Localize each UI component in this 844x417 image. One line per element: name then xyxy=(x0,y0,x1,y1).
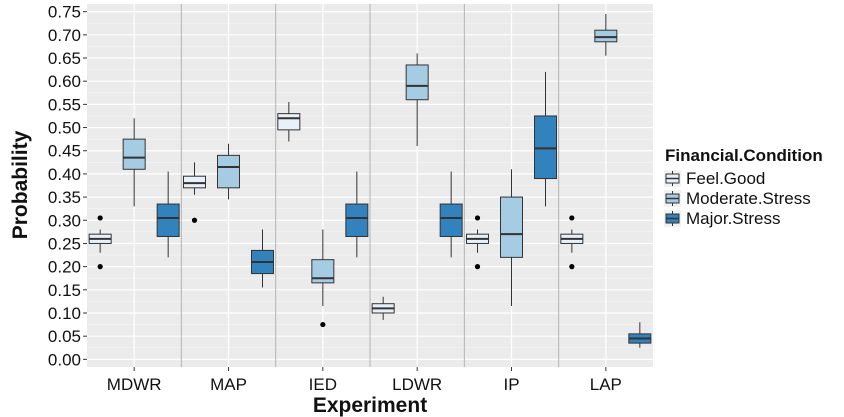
y-tick-label: 0.20 xyxy=(48,258,81,277)
box-Feel.Good-IED xyxy=(277,102,301,142)
box-Major.Stress-LDWR xyxy=(439,171,463,258)
outlier-point xyxy=(474,264,481,270)
y-tick-label: 0.70 xyxy=(48,26,81,45)
y-tick-label: 0.00 xyxy=(48,350,81,369)
y-tick-label: 0.15 xyxy=(48,281,81,300)
box-body xyxy=(277,113,301,131)
legend-label: Feel.Good xyxy=(686,169,765,188)
box-body xyxy=(156,203,180,237)
box-Major.Stress-IED xyxy=(345,171,369,258)
y-tick-label: 0.60 xyxy=(48,72,81,91)
box-body xyxy=(122,138,146,170)
x-axis-title: Experiment xyxy=(313,394,427,417)
outlier-point xyxy=(320,321,326,328)
outlier-point xyxy=(97,264,103,270)
x-tick-label: MDWR xyxy=(107,375,162,394)
box-body xyxy=(217,154,240,189)
y-tick-label: 0.55 xyxy=(48,95,81,114)
box-Moderate.Stress-MDWR xyxy=(122,118,146,207)
y-tick-label: 0.25 xyxy=(48,234,81,253)
x-tick-label: LAP xyxy=(590,375,622,394)
outlier-point xyxy=(569,215,575,221)
box-Feel.Good-MDWR xyxy=(88,215,112,270)
outlier-point xyxy=(97,215,103,221)
box-Feel.Good-MAP xyxy=(183,162,206,223)
box-Moderate.Stress-IP xyxy=(500,169,523,307)
box-layer xyxy=(88,13,652,348)
legend-item-Major.Stress: Major.Stress xyxy=(664,209,780,228)
box-Major.Stress-IP xyxy=(534,71,557,207)
y-tick-label: 0.35 xyxy=(48,188,81,207)
y-tick-label: 0.10 xyxy=(48,304,81,323)
box-Major.Stress-MDWR xyxy=(156,171,180,258)
box-body xyxy=(345,203,369,237)
box-Feel.Good-LDWR xyxy=(371,296,395,320)
x-tick-label: MAP xyxy=(210,375,247,394)
box-Moderate.Stress-MAP xyxy=(217,143,240,200)
legend-item-Feel.Good: Feel.Good xyxy=(664,169,765,188)
box-body xyxy=(500,196,523,258)
box-body xyxy=(594,29,618,43)
grid-lines xyxy=(87,4,653,367)
box-Major.Stress-MAP xyxy=(251,229,274,288)
legend-item-Moderate.Stress: Moderate.Stress xyxy=(664,189,811,208)
y-tick-label: 0.50 xyxy=(48,119,81,138)
legend-title: Financial.Condition xyxy=(665,146,823,165)
y-tick-label: 0.05 xyxy=(48,327,81,346)
x-axis: MDWR MAP IED LDWR IP LAP xyxy=(107,367,622,394)
x-tick-label: IP xyxy=(503,375,519,394)
y-axis: 0.00 0.05 0.10 0.15 0.20 0.25 0.30 0.35 0.40 0.45… xyxy=(48,3,87,369)
legend: Financial.Condition Feel.GoodModerate.St… xyxy=(664,146,823,228)
box-body xyxy=(311,259,335,284)
outlier-point xyxy=(474,215,481,221)
y-axis-title: Probability xyxy=(9,130,32,239)
box-body xyxy=(183,175,206,189)
x-tick-label: IED xyxy=(309,375,337,394)
box-Feel.Good-IP xyxy=(466,215,489,270)
box-Major.Stress-LAP xyxy=(628,322,652,348)
y-tick-label: 0.75 xyxy=(48,3,81,22)
y-tick-label: 0.65 xyxy=(48,49,81,68)
box-Moderate.Stress-LDWR xyxy=(405,53,429,147)
x-tick-label: LDWR xyxy=(392,375,442,394)
box-Feel.Good-LAP xyxy=(560,215,584,270)
box-Moderate.Stress-LAP xyxy=(594,13,618,56)
legend-label: Moderate.Stress xyxy=(686,189,811,208)
box-body xyxy=(439,203,463,237)
box-body xyxy=(405,64,429,101)
y-tick-label: 0.45 xyxy=(48,142,81,161)
y-tick-label: 0.30 xyxy=(48,211,81,230)
box-Moderate.Stress-IED xyxy=(311,229,335,328)
outlier-point xyxy=(191,217,198,223)
outlier-point xyxy=(569,264,575,270)
legend-label: Major.Stress xyxy=(686,209,780,228)
y-tick-label: 0.40 xyxy=(48,165,81,184)
box-body xyxy=(534,115,557,180)
